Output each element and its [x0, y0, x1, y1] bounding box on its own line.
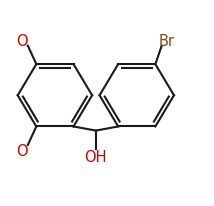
Text: O: O [16, 143, 28, 158]
Text: OH: OH [85, 149, 107, 164]
Text: O: O [16, 34, 28, 49]
Text: Br: Br [159, 34, 175, 49]
